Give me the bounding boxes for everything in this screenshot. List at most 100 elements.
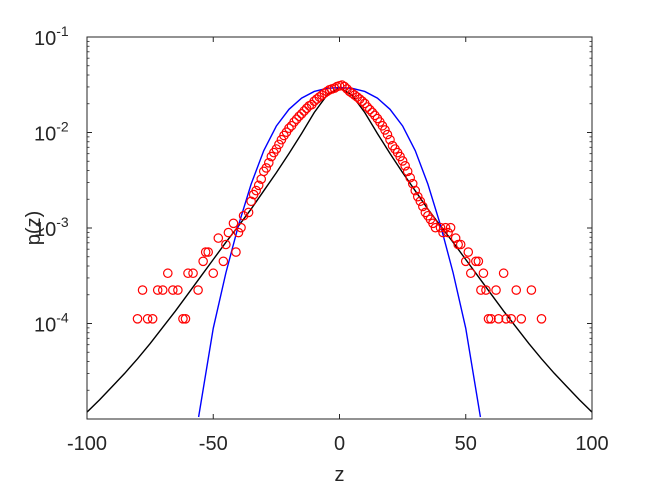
data-point [450,233,461,243]
y-tick-label: 10-3 [34,214,69,241]
data-point [412,191,423,202]
data-point [471,256,481,267]
x-tick-label: 0 [334,433,345,455]
data-point [455,239,466,250]
x-tick-label: -50 [199,433,228,455]
data-point [180,313,191,324]
data-point [387,140,398,151]
data-point [261,163,272,173]
data-point [173,285,183,295]
data-point [271,144,282,154]
x-tick-label: 100 [575,433,608,455]
data-point [491,285,501,295]
y-tick-label: 10-1 [34,23,69,50]
data-point [243,207,254,218]
data-point [289,117,299,127]
data-point [526,285,537,295]
data-point [483,313,494,324]
y-axis-label: p(z) [23,211,45,245]
data-point [463,247,474,257]
data-point [233,227,244,238]
data-point [516,313,527,324]
data-point [453,239,463,250]
plot-background [87,37,592,419]
data-point [481,285,491,295]
data-point [402,166,413,177]
data-point [410,185,421,196]
data-point [296,109,307,119]
data-point [228,218,239,229]
data-point [246,196,256,207]
data-point [203,247,213,257]
data-point [188,268,198,279]
data-point [501,313,511,324]
data-point [319,88,330,99]
data-point [438,227,448,238]
data-point [486,313,496,324]
data-point [218,256,229,267]
data-point [137,285,148,295]
data-point [364,104,375,115]
data-point [460,256,471,267]
data-point [430,222,441,233]
data-point [168,285,178,295]
data-point [397,156,408,166]
data-point [213,233,224,243]
data-point [465,268,476,279]
data-point [435,222,446,233]
data-point [357,96,368,106]
data-point [236,222,246,233]
x-tick-label: -100 [67,433,107,455]
y-tick-label: 10-4 [34,310,69,337]
data-point [493,313,504,324]
data-point [251,185,261,196]
data-point [440,222,451,233]
data-point [157,285,168,295]
data-point [385,134,395,145]
data-point [362,102,373,112]
data-point [498,268,509,279]
data-point [445,222,456,233]
data-point [221,239,231,250]
data-point [208,268,219,279]
data-point [294,111,304,122]
data-point [163,268,173,279]
data-point [536,313,547,324]
data-point [407,178,418,189]
data-point [231,247,241,257]
data-point [506,313,516,324]
data-point [178,313,188,324]
data-point [443,227,453,238]
data-point [478,268,489,279]
data-point [132,313,143,324]
data-point [284,123,294,134]
data-point [183,268,193,279]
data-point [193,285,203,295]
x-tick-label: 50 [455,433,477,455]
data-point [223,227,234,238]
data-point [274,139,284,150]
data-point [263,158,274,168]
series-curve-2 [197,86,482,418]
data-point [253,180,264,191]
data-point [382,129,393,140]
data-point [147,313,158,324]
data-point [367,107,378,118]
data-point [200,247,211,257]
data-point [511,285,522,295]
y-tick-label: 10-2 [34,119,69,146]
data-point [380,125,390,135]
data-point [142,313,153,324]
x-axis-label: z [335,464,345,486]
data-point [152,285,163,295]
data-point [415,196,426,207]
data-point [339,81,350,92]
data-point [473,256,484,267]
data-point [420,207,431,218]
data-point [238,210,249,221]
data-point [370,110,380,121]
data-point [198,256,208,267]
data-point [476,285,486,295]
